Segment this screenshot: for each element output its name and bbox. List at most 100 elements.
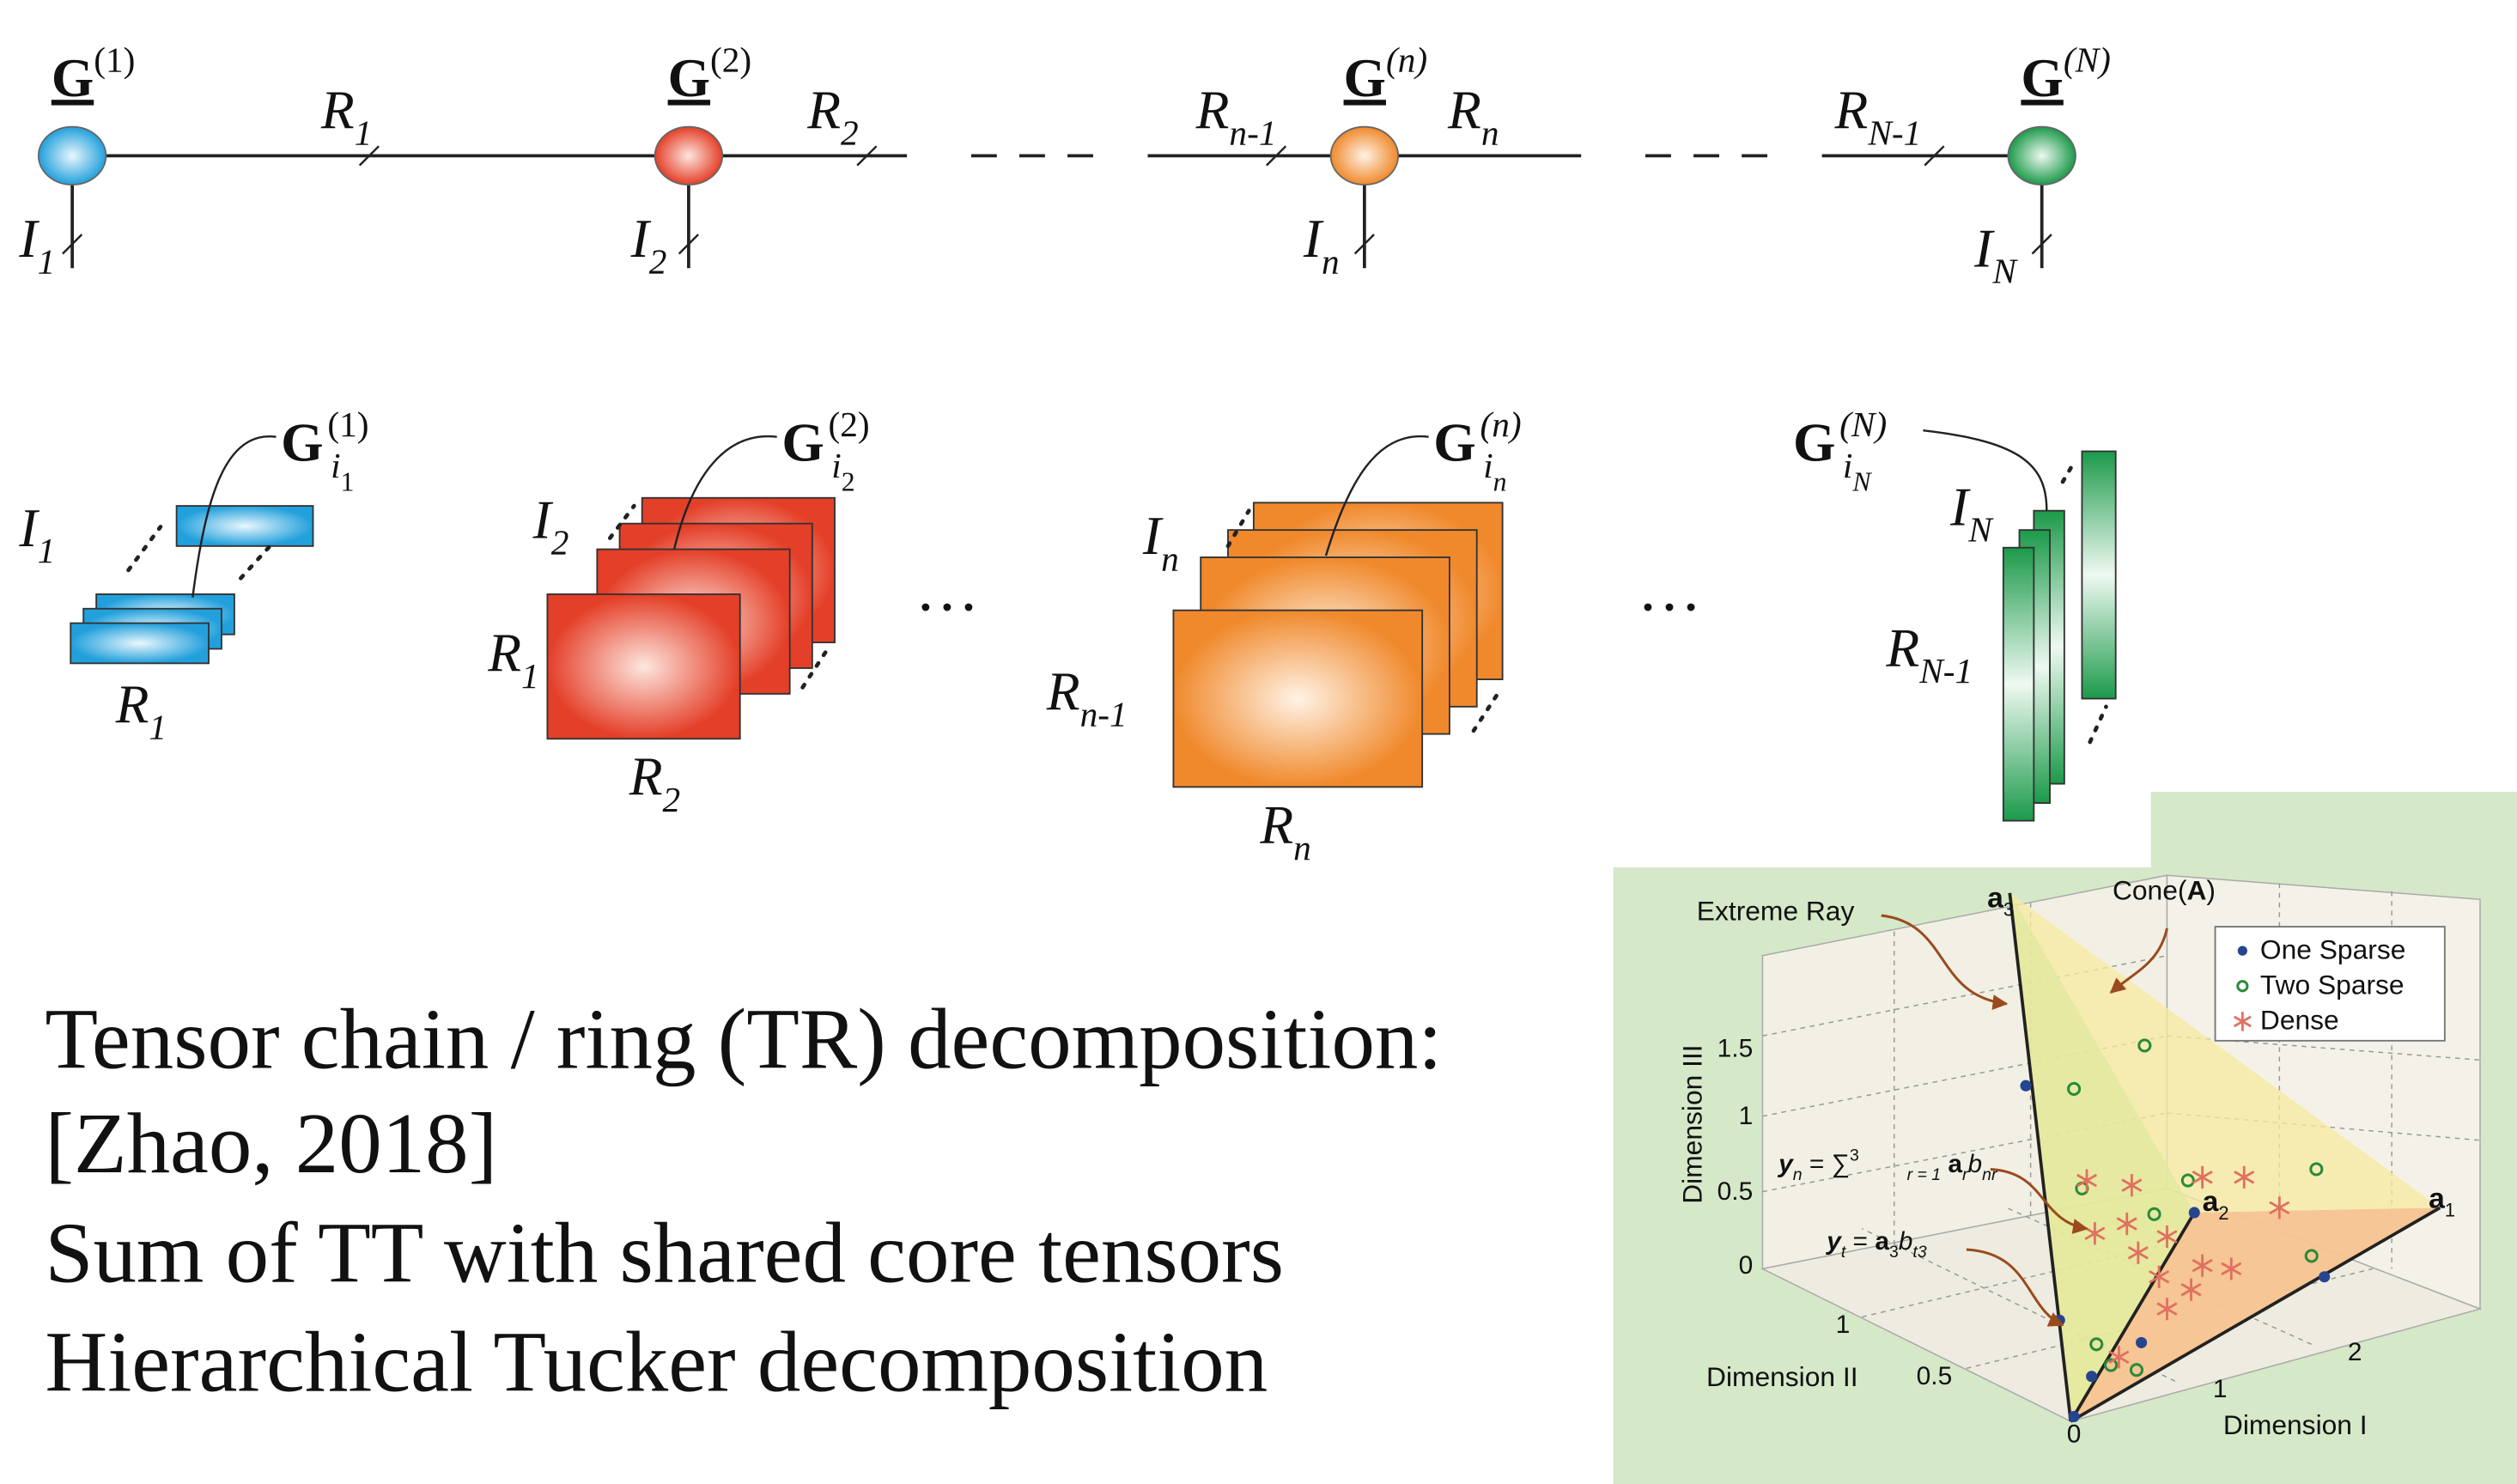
mode-label-part: 2 <box>649 241 667 281</box>
equation-part: a <box>1875 1227 1889 1256</box>
dim-label-part: N-1 <box>1918 651 1973 690</box>
dim-label: IN <box>1949 477 1994 550</box>
equation-part: b <box>1899 1227 1913 1256</box>
tick-label-part: 2 <box>2348 1338 2362 1366</box>
legend-label-part: Two Sparse <box>2260 970 2405 1000</box>
text-line: Hierarchical Tucker decomposition <box>45 1314 1268 1410</box>
dim-label-part: n-1 <box>1080 695 1128 734</box>
core-node <box>1331 127 1399 185</box>
mode-label: In <box>1303 208 1340 281</box>
tick-label: 0 <box>2067 1420 2082 1448</box>
core-label-part: i <box>831 446 841 485</box>
core-label: G(1)i1 <box>281 404 368 497</box>
annotation-part: Cone( <box>2113 874 2187 905</box>
dim-label-part: 1 <box>521 656 539 696</box>
annotation: Extreme Ray <box>1697 896 1855 927</box>
dim-label: R1 <box>487 623 538 696</box>
core-label-part: G <box>281 412 323 473</box>
tick-label-part: 0.5 <box>1718 1177 1754 1206</box>
dim-label-part: N <box>1967 510 1994 550</box>
dim-label: I1 <box>18 497 55 570</box>
node-label: G(N) <box>2021 40 2110 109</box>
dim-label-part: R <box>1885 617 1919 678</box>
mode-label: IN <box>1973 217 2018 290</box>
rank-label-part: R <box>320 80 355 141</box>
equation-part: = <box>1845 1227 1875 1256</box>
vector-label-part: a <box>2429 1183 2445 1214</box>
dim-label-part: R <box>115 674 149 735</box>
tick-label-part: 1 <box>1739 1102 1754 1130</box>
slice <box>70 623 209 664</box>
legend-label: Dense <box>2260 1005 2339 1036</box>
dim-label: R1 <box>115 674 167 747</box>
core-label-part: N <box>1851 467 1872 497</box>
equation-part: n <box>1793 1165 1803 1184</box>
node-label-part: (N) <box>2064 40 2111 81</box>
rank-label-part: R <box>806 80 841 141</box>
core-node <box>655 127 723 185</box>
mode-label: I2 <box>630 208 667 281</box>
rank-label: RN-1 <box>1834 80 1922 153</box>
core-node <box>2008 127 2076 185</box>
tick-label-part: 0 <box>1739 1251 1754 1280</box>
legend-label: Two Sparse <box>2260 970 2405 1000</box>
dim-label-part: R <box>1046 661 1080 722</box>
equation-part: t3 <box>1912 1243 1926 1262</box>
rank-label: R1 <box>320 80 372 153</box>
mode-label-part: 1 <box>38 241 56 281</box>
equation-part: 3 <box>1850 1146 1859 1165</box>
node-label-part: (1) <box>94 40 135 81</box>
text-line: [Zhao, 2018] <box>45 1095 497 1191</box>
legend-label-part: One Sparse <box>2260 934 2405 964</box>
node-label: G(2) <box>668 40 752 109</box>
equation-part: = ∑ <box>1803 1150 1850 1178</box>
rank-label-part: 2 <box>841 113 859 153</box>
tick-label-part: 1.5 <box>1718 1035 1754 1063</box>
core-node <box>39 127 106 185</box>
ellipsis: … <box>915 554 979 625</box>
axis-label-part: Dimension III <box>1676 1044 1707 1203</box>
dim-label: Rn-1 <box>1046 661 1128 734</box>
node-label-part: G <box>668 47 710 108</box>
dots <box>2063 463 2074 482</box>
core-label-part: (N) <box>1839 404 1887 445</box>
tick-label-part: 0 <box>2067 1420 2082 1448</box>
dim-label-part: 1 <box>38 531 56 570</box>
rank-label: R2 <box>806 80 858 153</box>
tick-label: 0.5 <box>1917 1362 1953 1390</box>
ellipsis-part: … <box>1638 554 1702 625</box>
rank-label: Rn-1 <box>1195 80 1277 153</box>
core-label: G(N)iN <box>1793 404 1887 497</box>
ellipsis-part: … <box>915 554 979 625</box>
core-label: G(2)i2 <box>781 404 869 497</box>
annotation-part: Extreme Ray <box>1697 896 1855 927</box>
one-sparse-point <box>2189 1207 2200 1218</box>
rank-label-part: n <box>1481 113 1499 153</box>
mode-label-part: n <box>1322 241 1340 281</box>
rank-label: Rn <box>1447 80 1499 153</box>
slice <box>1173 611 1422 788</box>
core-label-part: 1 <box>341 467 355 497</box>
node-label: G(1) <box>52 40 136 109</box>
node-label-part: (n) <box>1386 40 1427 81</box>
one-sparse-point <box>2020 1080 2031 1092</box>
axis-label: Dimension II <box>1706 1361 1858 1392</box>
ellipsis: … <box>1638 554 1702 625</box>
equation-part: a <box>1941 1150 1962 1178</box>
equation-part: 3 <box>1889 1243 1899 1262</box>
equation-part: b <box>1968 1150 1983 1178</box>
node-label-part: G <box>2021 47 2063 108</box>
dim-label: In <box>1142 505 1179 578</box>
slice <box>2082 452 2115 699</box>
text-line-part: Hierarchical Tucker decomposition <box>45 1314 1268 1410</box>
core-label-part: n <box>1493 467 1507 497</box>
equation-part: r = 1 <box>1907 1165 1941 1184</box>
core-label-part: (2) <box>829 404 870 445</box>
dots <box>2090 707 2107 742</box>
rank-label-part: N-1 <box>1867 113 1921 153</box>
mode-label-part: N <box>1991 252 2018 291</box>
one-sparse-point <box>2319 1271 2330 1282</box>
rank-label-part: R <box>1447 80 1481 141</box>
core-label-part: G <box>1433 412 1475 473</box>
rank-label-part: n-1 <box>1229 113 1276 153</box>
